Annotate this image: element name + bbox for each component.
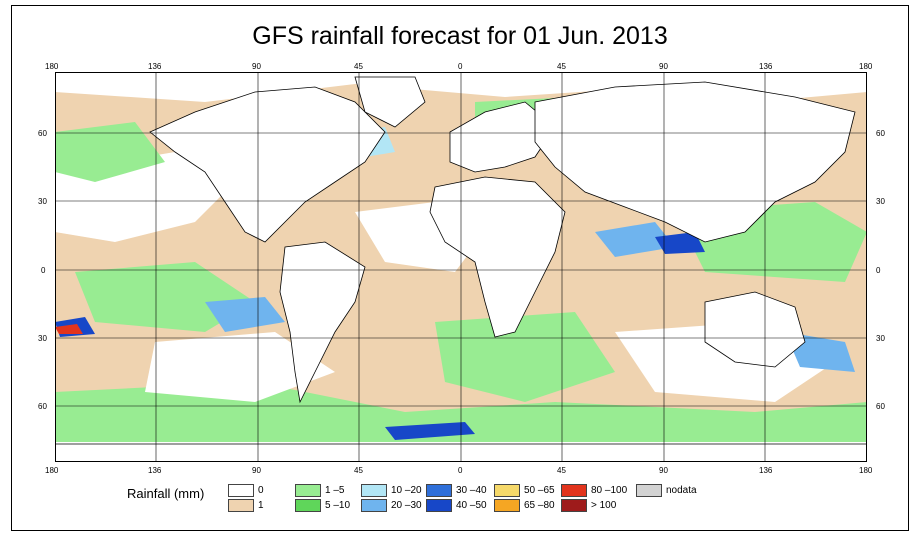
legend-swatch (295, 499, 321, 512)
legend-label: nodata (666, 485, 697, 496)
legend-swatch (636, 484, 662, 497)
asia (534, 81, 856, 243)
legend-swatch (295, 484, 321, 497)
legend-label: 20 –30 (391, 500, 422, 511)
continents (55, 76, 867, 462)
rain-patch (55, 122, 165, 182)
legend-swatch (228, 499, 254, 512)
legend-label: 5 –10 (325, 500, 351, 511)
legend-label: > 100 (591, 500, 617, 511)
lon-tick-bottom: 90 (659, 466, 668, 475)
map-title: GFS rainfall forecast for 01 Jun. 2013 (252, 22, 668, 50)
legend-swatch (361, 484, 387, 497)
rain-patch (145, 332, 335, 402)
lon-tick-top: 45 (557, 62, 566, 71)
legend-swatch (561, 484, 587, 497)
legend-swatch (228, 484, 254, 497)
europe (449, 101, 556, 173)
lat-tick-right: 60 (876, 129, 885, 138)
legend-label: 65 –80 (524, 500, 555, 511)
lat-tick-right: 30 (876, 197, 885, 206)
legend-swatch (494, 484, 520, 497)
rain-patch (385, 422, 475, 440)
legend-label: 50 –65 (524, 485, 555, 496)
rain-patch (75, 262, 255, 332)
lon-tick-bottom: 45 (354, 466, 363, 475)
north-america (149, 86, 386, 243)
rainfall-map (55, 72, 867, 462)
rain-patch (205, 297, 285, 332)
legend-title: Rainfall (mm) (127, 486, 205, 501)
rain-patch (55, 324, 83, 334)
lat-tick-right: 0 (876, 266, 881, 275)
lon-tick-bottom: 45 (557, 466, 566, 475)
lon-tick-bottom: 180 (859, 466, 873, 475)
south-america (279, 241, 366, 404)
legend-label: 0 (258, 485, 264, 496)
legend-label: 80 –100 (591, 485, 628, 496)
rain-patch (435, 312, 615, 402)
lat-tick-left: 30 (38, 334, 47, 343)
legend-swatch (361, 499, 387, 512)
legend-swatch (494, 499, 520, 512)
lon-tick-bottom: 0 (458, 466, 463, 475)
lat-tick-left: 30 (38, 197, 47, 206)
legend-label: 40 –50 (456, 500, 487, 511)
graticule (55, 72, 867, 462)
greenland (354, 76, 426, 128)
legend-label: 1 (258, 500, 264, 511)
legend-label: 30 –40 (456, 485, 487, 496)
lon-tick-top: 136 (148, 62, 162, 71)
lat-tick-right: 60 (876, 402, 885, 411)
lat-tick-right: 30 (876, 334, 885, 343)
rain-patch (655, 232, 705, 254)
lat-tick-left: 0 (41, 266, 46, 275)
lat-tick-left: 60 (38, 129, 47, 138)
lon-tick-bottom: 180 (45, 466, 59, 475)
legend-swatch (426, 499, 452, 512)
legend-label: 1 –5 (325, 485, 345, 496)
rain-patch (595, 222, 675, 257)
lon-tick-top: 0 (458, 62, 463, 71)
legend-label: 10 –20 (391, 485, 422, 496)
lon-tick-top: 180 (859, 62, 873, 71)
africa (429, 176, 566, 338)
lon-tick-top: 180 (45, 62, 59, 71)
lon-tick-bottom: 136 (759, 466, 773, 475)
lon-tick-top: 90 (252, 62, 261, 71)
australia (704, 291, 806, 368)
map-border (55, 72, 867, 462)
legend-swatch (561, 499, 587, 512)
lon-tick-bottom: 90 (252, 466, 261, 475)
lon-tick-top: 136 (759, 62, 773, 71)
lon-tick-top: 90 (659, 62, 668, 71)
lon-tick-top: 45 (354, 62, 363, 71)
legend-swatch (426, 484, 452, 497)
lat-tick-left: 60 (38, 402, 47, 411)
lon-tick-bottom: 136 (148, 466, 162, 475)
